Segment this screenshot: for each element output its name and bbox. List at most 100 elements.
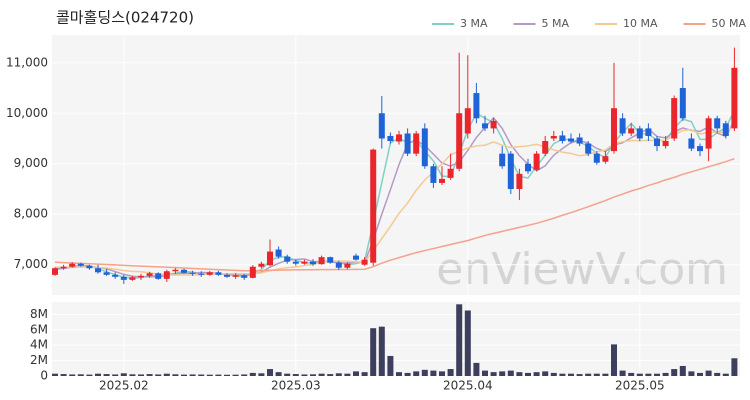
volume-bar <box>430 370 437 376</box>
candle-body <box>60 266 67 269</box>
volume-bar <box>619 370 626 376</box>
volume-bar <box>722 373 729 376</box>
volume-bar <box>163 373 170 376</box>
candle-body <box>507 153 514 189</box>
candle-body <box>671 98 678 139</box>
candle-body <box>593 153 600 163</box>
volume-bar <box>275 372 282 376</box>
volume-bar <box>378 326 385 376</box>
candle-body <box>456 113 463 169</box>
volume-bar <box>662 372 669 376</box>
candle-body <box>662 141 669 147</box>
volume-bar <box>353 371 359 376</box>
candle-body <box>611 108 617 152</box>
volume-bar <box>138 374 144 376</box>
candle-body <box>679 88 686 119</box>
legend-label: 50 MA <box>712 17 747 30</box>
volume-bar <box>464 310 471 376</box>
candle-body <box>378 113 385 139</box>
candle-body <box>525 163 531 172</box>
volume-bar <box>284 373 291 376</box>
candle-body <box>404 133 411 154</box>
volume-bar <box>439 371 445 376</box>
volume-bar <box>258 373 265 376</box>
volume-bar <box>413 371 420 376</box>
ma-line <box>54 157 735 272</box>
volume-bar <box>249 372 256 376</box>
legend-label: 3 MA <box>460 17 488 30</box>
candle-body <box>69 263 76 267</box>
candle-body <box>722 123 729 136</box>
y-tick-label: 4M <box>30 338 48 352</box>
volume-bar <box>172 374 179 376</box>
volume-panel <box>52 302 740 376</box>
volume-bar <box>361 372 368 376</box>
volume-bar <box>60 374 67 376</box>
candle-body <box>129 277 136 280</box>
candle-body <box>688 138 695 149</box>
volume-bar <box>95 373 101 376</box>
volume-bar <box>301 374 308 376</box>
candle-body <box>138 275 144 278</box>
legend-label: 5 MA <box>542 17 570 30</box>
volume-bar <box>215 374 222 376</box>
candle-body <box>335 262 342 268</box>
volume-bar <box>654 373 660 376</box>
volume-bar <box>568 373 574 376</box>
candle-body <box>516 173 523 189</box>
volume-bar <box>112 374 119 376</box>
volume-bar <box>576 374 583 376</box>
candle-body <box>52 268 58 275</box>
candle-body <box>714 118 721 129</box>
candle-body <box>206 272 213 275</box>
candle-body <box>267 251 273 266</box>
volume-bar <box>198 374 205 376</box>
volume-bar <box>697 372 703 376</box>
volume-bar <box>628 372 635 376</box>
volume-bar <box>473 362 480 376</box>
candle-body <box>241 275 248 278</box>
volume-bar <box>585 373 592 376</box>
candle-body <box>636 128 643 139</box>
volume-bar <box>421 369 428 376</box>
volume-bar <box>525 372 531 376</box>
candle-body <box>224 274 230 277</box>
y-tick-label: 10,000 <box>6 106 48 120</box>
volume-bar <box>611 344 617 376</box>
watermark: enViewV.com <box>436 244 728 295</box>
y-tick-label: 8M <box>30 307 48 321</box>
candle-body <box>103 272 110 275</box>
candle-body <box>353 255 359 260</box>
volume-bar <box>550 372 557 376</box>
legend-label: 10 MA <box>623 17 658 30</box>
volume-bar <box>671 369 678 376</box>
volume-bar <box>232 374 239 376</box>
candle-body <box>292 261 299 264</box>
volume-bar <box>507 370 514 376</box>
volume-bar <box>482 370 488 376</box>
candle-body <box>387 135 394 142</box>
candle-body <box>163 271 170 279</box>
chart-title: 콜마홀딩스(024720) <box>56 9 194 27</box>
candle-body <box>310 261 316 265</box>
candle-body <box>568 138 574 142</box>
volume-bar <box>181 374 187 376</box>
candle-body <box>533 153 540 170</box>
candle-body <box>344 263 351 268</box>
candle-body <box>697 146 703 152</box>
candle-body <box>146 273 153 276</box>
volume-bar <box>490 372 497 376</box>
volume-bar <box>396 372 402 376</box>
candle-body <box>464 108 471 134</box>
candle-body <box>181 269 187 273</box>
x-tick-label: 2025.05 <box>615 379 665 393</box>
volume-bar <box>688 371 695 376</box>
candle-body <box>645 128 652 136</box>
candle-body <box>439 178 445 183</box>
candle-body <box>705 118 712 149</box>
candle-body <box>275 249 282 257</box>
candle-body <box>95 268 101 273</box>
candle-body <box>396 134 402 142</box>
volume-bar <box>310 374 316 376</box>
candle-body <box>413 133 420 154</box>
